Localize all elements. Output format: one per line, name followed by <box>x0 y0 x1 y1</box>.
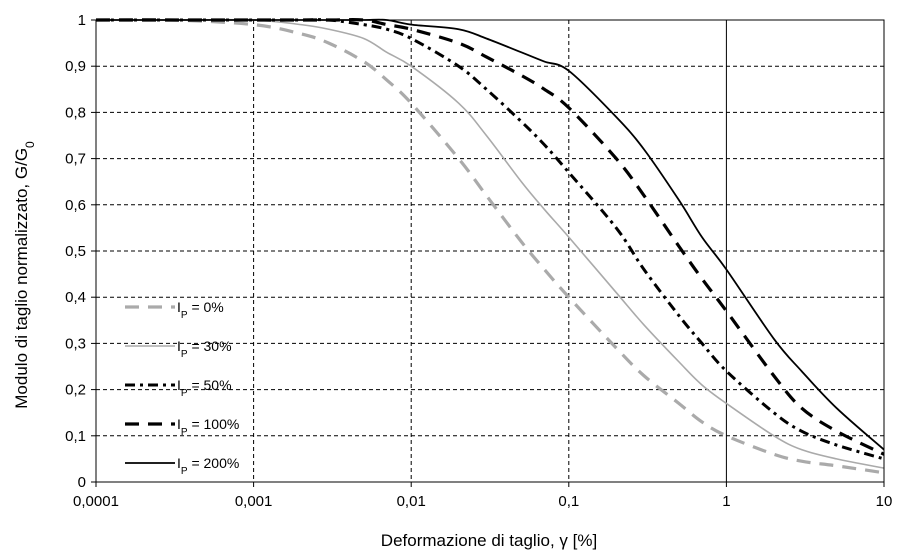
y-tick-label: 0,4 <box>65 289 86 306</box>
tick-labels: 0 0,1 0,2 0,3 0,4 0,5 0,6 0,7 0,8 0,9 1 0,0001 0,001… <box>65 12 892 510</box>
y-tick-label: 0 <box>78 474 86 491</box>
legend-label: IP = 200% <box>177 455 239 477</box>
legend-label: IP = 0% <box>177 299 224 321</box>
y-tick-label: 0,8 <box>65 104 86 121</box>
series-line-ip-30pct <box>95 18 885 469</box>
series-line-ip-50pct <box>95 18 885 461</box>
grid <box>96 20 884 482</box>
y-tick-label: 1 <box>78 12 86 29</box>
y-axis-label: Modulo di taglio normalizzato, G/G0 <box>12 141 37 409</box>
series-line-ip-0pct <box>95 18 885 475</box>
x-tick-label: 0,01 <box>397 493 426 510</box>
y-tick-label: 0,5 <box>65 243 86 260</box>
legend-label: IP = 100% <box>177 416 239 438</box>
legend-label: IP = 30% <box>177 338 232 360</box>
x-tick-label: 0,1 <box>558 493 579 510</box>
axes <box>91 19 885 487</box>
x-tick-label: 0,0001 <box>73 493 119 510</box>
y-tick-label: 0,1 <box>65 428 86 445</box>
y-tick-label: 0,7 <box>65 151 86 168</box>
y-tick-label: 0,6 <box>65 197 86 214</box>
x-axis-label: Deformazione di taglio, γ [%] <box>381 531 597 550</box>
legend-label: IP = 50% <box>177 377 232 399</box>
x-tick-label: 10 <box>876 493 893 510</box>
x-tick-label: 0,001 <box>235 493 273 510</box>
x-tick-label: 1 <box>722 493 730 510</box>
y-tick-label: 0,3 <box>65 335 86 352</box>
series-layer <box>95 18 885 475</box>
y-tick-label: 0,9 <box>65 58 86 75</box>
y-tick-label: 0,2 <box>65 382 86 399</box>
legend: IP = 0% IP = 30% IP = 50% IP = 100% IP = 200… <box>125 299 239 477</box>
